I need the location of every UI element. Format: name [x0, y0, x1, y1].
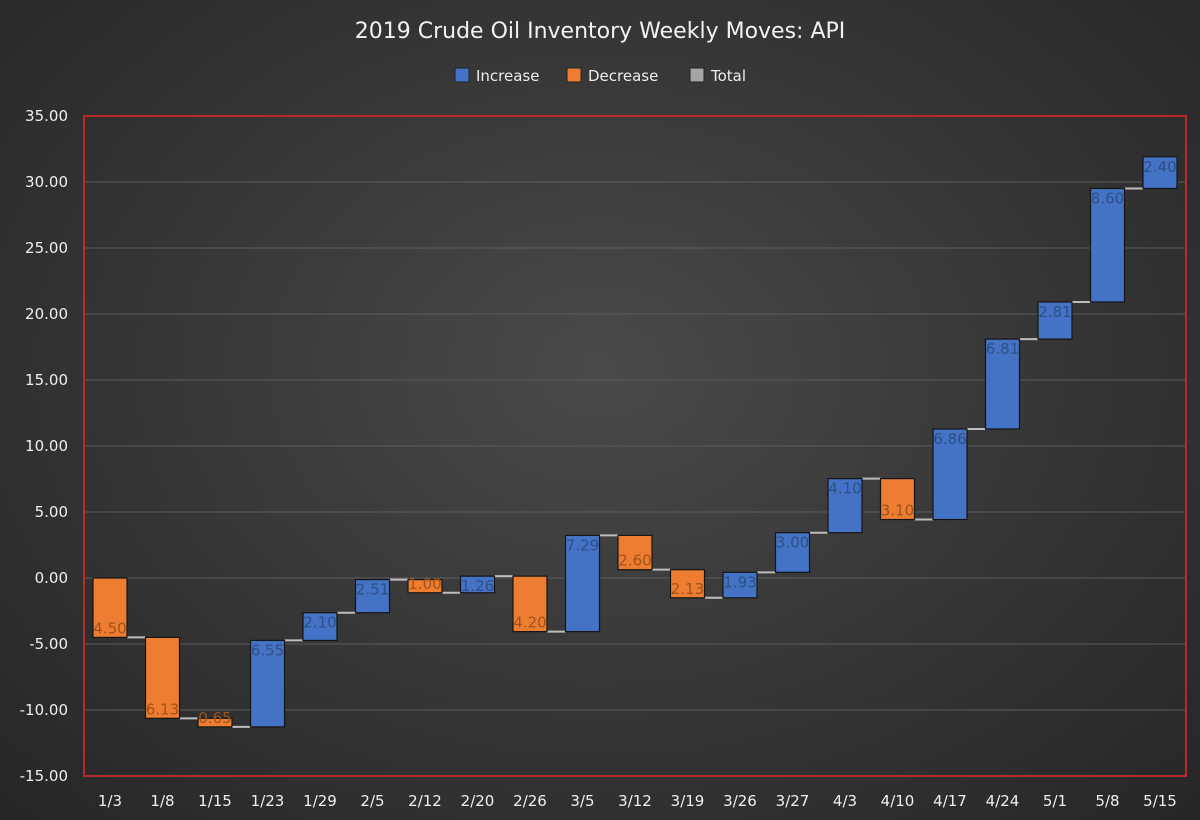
gridlines [84, 115, 1186, 777]
x-tick-label: 1/23 [251, 792, 285, 810]
y-tick-label: 25.00 [25, 239, 68, 257]
data-label: 6.86 [933, 430, 966, 448]
increase-bar [302, 612, 338, 642]
increase-bar [1089, 187, 1126, 303]
decrease-bar [512, 575, 548, 633]
y-tick-label: 15.00 [25, 371, 68, 389]
data-label: 4.50 [93, 619, 126, 637]
data-label: 4.20 [513, 614, 546, 632]
x-tick-label: 1/3 [98, 792, 122, 810]
y-tick-label: -10.00 [20, 701, 68, 719]
x-tick-label: 3/5 [570, 792, 594, 810]
connector-lines [127, 187, 1143, 728]
x-tick-label: 3/12 [618, 792, 652, 810]
data-labels: 4.50 6.13 0.65 6.55 2.10 2.51 1.00 1.26 4.20 7.29… [93, 158, 1176, 727]
y-tick-label: -5.00 [29, 635, 68, 653]
x-tick-label: 4/3 [833, 792, 857, 810]
x-tick-label: 3/27 [776, 792, 810, 810]
y-tick-label: 35.00 [25, 107, 68, 125]
x-tick-label: 5/8 [1095, 792, 1119, 810]
data-label: 7.29 [566, 536, 599, 554]
decrease-bar [879, 478, 916, 521]
x-tick-label: 3/19 [671, 792, 705, 810]
x-tick-label: 2/12 [408, 792, 442, 810]
x-tick-label: 4/24 [986, 792, 1020, 810]
y-tick-label: 30.00 [25, 173, 68, 191]
increase-bar [249, 639, 286, 728]
chart-title: 2019 Crude Oil Inventory Weekly Moves: A… [355, 19, 846, 44]
data-label: 6.55 [251, 641, 284, 659]
x-tick-label: 1/15 [198, 792, 232, 810]
data-label: 2.60 [618, 552, 651, 570]
x-tick-label: 1/29 [303, 792, 337, 810]
decrease-bar [669, 569, 706, 599]
increase-bar [1037, 301, 1073, 340]
decrease-bar [617, 534, 653, 571]
x-tick-label: 4/17 [933, 792, 967, 810]
x-tick-label: 1/8 [150, 792, 174, 810]
x-tick-label: 3/26 [723, 792, 757, 810]
legend-label-total: Total [710, 67, 746, 85]
data-label: 8.60 [1091, 189, 1124, 207]
data-label: 6.13 [146, 700, 179, 718]
data-label: 1.93 [723, 573, 756, 591]
legend-swatch-decrease [566, 67, 582, 83]
decrease-bar [144, 636, 181, 719]
increase-bar [774, 532, 811, 573]
legend-swatch-total [689, 67, 705, 83]
data-label: 4.10 [828, 480, 861, 498]
increase-bar [564, 534, 601, 633]
decrease-bar [92, 577, 128, 639]
x-tick-label: 4/10 [881, 792, 915, 810]
data-label: 2.13 [671, 580, 704, 598]
y-axis: 35.00 30.00 25.00 20.00 15.00 10.00 5.00 0.00 -5… [20, 107, 68, 785]
legend-swatch-increase [454, 67, 470, 83]
plot-area-border [83, 115, 1187, 777]
data-label: 2.10 [303, 614, 336, 632]
data-label: 1.26 [461, 577, 494, 595]
data-label: 2.51 [356, 581, 389, 599]
x-tick-label: 2/5 [360, 792, 384, 810]
legend: Increase Decrease Total [454, 67, 746, 85]
data-label: 2.40 [1143, 158, 1176, 176]
increase-bar [984, 338, 1021, 430]
x-axis: 1/3 1/8 1/15 1/23 1/29 2/5 2/12 2/20 2/26 3/5 3/12… [98, 792, 1177, 810]
increase-bar [722, 571, 758, 599]
data-label: 3.10 [881, 502, 914, 520]
data-label: 3.00 [776, 534, 809, 552]
x-tick-label: 2/20 [461, 792, 495, 810]
data-label: 6.81 [986, 340, 1019, 358]
increase-bar [354, 578, 391, 614]
bars [92, 156, 1178, 728]
increase-bar [932, 428, 968, 521]
x-tick-label: 5/1 [1043, 792, 1067, 810]
y-tick-label: 5.00 [35, 503, 68, 521]
x-tick-label: 5/15 [1143, 792, 1177, 810]
y-tick-label: 0.00 [35, 569, 68, 587]
data-label: 1.00 [408, 575, 441, 593]
y-tick-label: 20.00 [25, 305, 68, 323]
decrease-bar [407, 578, 443, 594]
decrease-bar [197, 717, 233, 728]
data-label: 0.65 [198, 709, 231, 727]
increase-bar [459, 575, 496, 594]
data-label: 2.81 [1038, 303, 1071, 321]
increase-bar [827, 478, 863, 534]
y-tick-label: 10.00 [25, 437, 68, 455]
x-tick-label: 2/26 [513, 792, 547, 810]
legend-label-increase: Increase [476, 67, 539, 85]
legend-label-decrease: Decrease [588, 67, 658, 85]
increase-bar [1142, 156, 1178, 190]
y-tick-label: -15.00 [20, 767, 68, 785]
